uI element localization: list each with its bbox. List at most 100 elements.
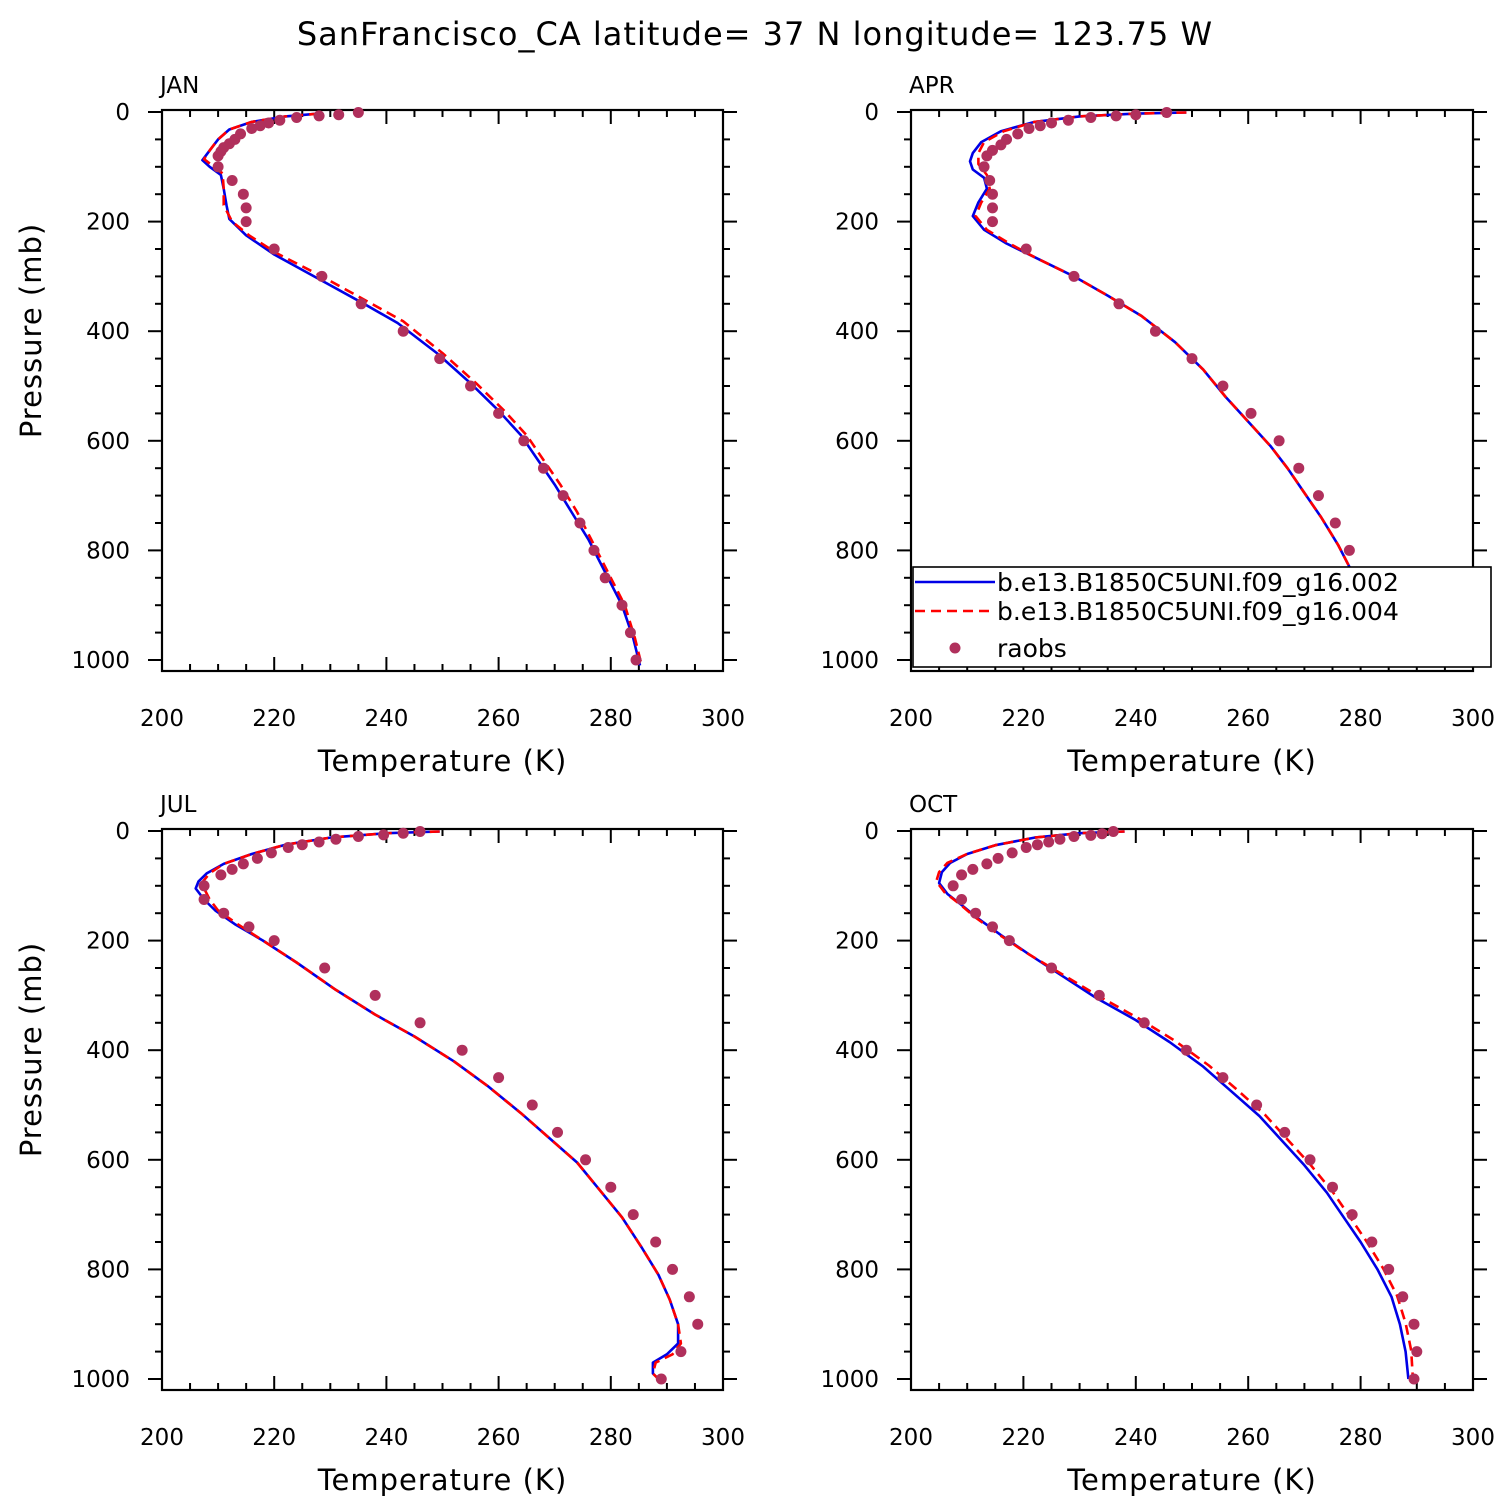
panel-label: APR [909, 73, 955, 99]
y-axis-title: Pressure (mb) [14, 223, 48, 438]
y-tick-label: 400 [835, 319, 879, 345]
raobs-point [352, 107, 364, 119]
panel-label: JAN [158, 73, 199, 99]
y-tick-label: 800 [86, 538, 130, 564]
raobs-point [397, 325, 409, 337]
raobs-point [1408, 1318, 1420, 1330]
raobs-point [274, 114, 286, 126]
y-tick-label: 800 [86, 1257, 130, 1283]
x-tick-label: 240 [1114, 706, 1158, 732]
raobs-point [246, 122, 258, 134]
series-raobs [978, 107, 1400, 666]
raobs-point [986, 216, 998, 228]
raobs-point [268, 935, 280, 947]
x-axis-title: Temperature (K) [317, 1463, 568, 1497]
raobs-point [1107, 826, 1119, 838]
raobs-point [355, 298, 367, 310]
raobs-point [265, 847, 277, 859]
y-tick-label: 800 [835, 1257, 879, 1283]
x-tick-label: 200 [140, 706, 184, 732]
raobs-point [1062, 114, 1074, 126]
raobs-point [237, 188, 249, 200]
raobs-point [237, 858, 249, 870]
y-tick-label: 400 [86, 319, 130, 345]
raobs-point [588, 544, 600, 556]
raobs-point [198, 880, 210, 892]
raobs-point [967, 863, 979, 875]
y-tick-label: 200 [86, 210, 130, 236]
x-tick-label: 260 [477, 1425, 521, 1451]
raobs-point [1113, 298, 1125, 310]
raobs-point [956, 869, 968, 881]
raobs-point [1411, 1346, 1423, 1358]
raobs-point [240, 202, 252, 214]
raobs-point [1046, 962, 1057, 974]
series-line-002 [201, 112, 642, 666]
raobs-point [1046, 117, 1057, 129]
raobs-point [1343, 544, 1355, 556]
raobs-point [1327, 1181, 1338, 1193]
raobs-point [212, 150, 224, 162]
series-raobs [198, 826, 704, 1385]
raobs-point [313, 110, 325, 122]
raobs-point [254, 120, 266, 132]
y-tick-label: 1000 [71, 648, 130, 674]
y-tick-label: 200 [86, 929, 130, 955]
legend-label: b.e13.B1850C5UNI.f09_g16.002 [997, 568, 1399, 597]
y-tick-label: 600 [835, 1148, 879, 1174]
raobs-point [268, 243, 280, 255]
raobs-point [978, 161, 990, 173]
y-tick-label: 1000 [71, 1367, 130, 1393]
raobs-point [493, 407, 505, 419]
raobs-point [1085, 111, 1097, 123]
x-axis-title: Temperature (K) [317, 744, 568, 778]
plot-frame [160, 827, 725, 1392]
raobs-point [1217, 380, 1229, 392]
raobs-point [986, 188, 998, 200]
raobs-point [655, 1373, 667, 1385]
x-tick-label: 300 [1451, 1425, 1495, 1451]
raobs-point [240, 216, 252, 228]
y-tick-label: 400 [835, 1038, 879, 1064]
raobs-point [1245, 407, 1257, 419]
series-line-004 [202, 112, 643, 666]
y-tick-label: 1000 [820, 648, 879, 674]
raobs-point [397, 827, 409, 839]
y-tick-label: 400 [86, 1038, 130, 1064]
raobs-point [1031, 839, 1043, 851]
raobs-point [1186, 353, 1198, 365]
panel-label: OCT [909, 792, 958, 818]
x-tick-label: 200 [889, 706, 933, 732]
raobs-point [1312, 490, 1324, 502]
y-tick-label: 600 [835, 429, 879, 455]
raobs-point [313, 836, 325, 848]
raobs-point [630, 654, 642, 666]
raobs-point [992, 852, 1004, 864]
raobs-point [434, 353, 446, 365]
raobs-point [251, 852, 263, 864]
raobs-point [557, 490, 569, 502]
series-line-004 [935, 830, 1415, 1380]
series-line-004 [201, 830, 683, 1380]
raobs-point [1304, 1154, 1316, 1166]
x-tick-label: 240 [1114, 1425, 1158, 1451]
raobs-point [352, 830, 364, 842]
raobs-point [1020, 243, 1032, 255]
chart-panel-jul: JUL 200 220 240 260 280 300 0 200 400 600 800 1000 Te… [14, 792, 745, 1497]
legend-label: raobs [997, 634, 1067, 663]
raobs-point [1346, 1209, 1358, 1221]
raobs-point [1397, 1291, 1409, 1303]
raobs-point [319, 962, 331, 974]
raobs-point [1408, 1373, 1420, 1385]
raobs-point [1180, 1044, 1192, 1056]
raobs-point [291, 111, 303, 123]
raobs-point [624, 627, 636, 639]
raobs-point [1110, 110, 1122, 122]
y-tick-label: 0 [115, 819, 130, 845]
raobs-point [947, 880, 959, 892]
panel-label: JUL [158, 792, 197, 818]
raobs-point [627, 1209, 639, 1221]
raobs-point [692, 1318, 704, 1330]
y-tick-label: 1000 [820, 1367, 879, 1393]
raobs-point [414, 826, 426, 838]
